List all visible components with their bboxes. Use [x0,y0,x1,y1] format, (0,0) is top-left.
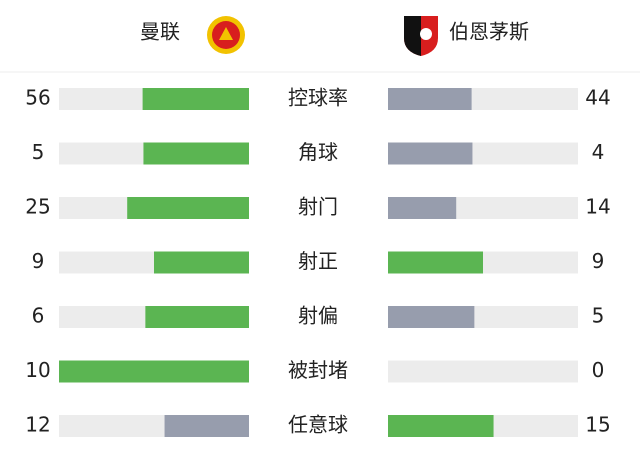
stat-label: 角球 [298,140,338,164]
home-value: 25 [25,195,50,219]
home-value: 56 [25,86,50,110]
away-logo [404,16,438,56]
away-value: 44 [585,86,610,110]
stat-label: 射门 [298,195,338,219]
stat-label: 射偏 [298,304,338,328]
away-value: 0 [592,358,605,382]
away-team-name: 伯恩茅斯 [449,20,529,44]
stat-label: 任意球 [288,413,348,437]
logo-stripe [404,16,421,56]
stat-label: 被封堵 [288,358,348,382]
home-bar [59,360,249,383]
away-value: 4 [592,140,605,164]
home-bar [143,142,249,165]
away-bar [388,306,475,328]
away-bar [388,415,494,437]
home-value: 12 [25,413,50,437]
logo-ball [420,28,432,40]
stat-label: 控球率 [288,86,348,110]
home-value: 6 [32,304,45,328]
home-bar [127,197,249,219]
home-value: 10 [25,358,50,382]
away-bar [388,251,483,274]
home-logo [207,16,245,54]
home-bar [154,251,249,274]
stat-label: 射正 [298,249,338,273]
logo-emblem [219,27,233,40]
away-value: 9 [592,249,605,273]
away-value: 15 [585,413,610,437]
home-value: 9 [32,249,45,273]
away-track [388,360,578,383]
away-bar [388,88,472,110]
away-value: 14 [585,195,610,219]
home-team-name: 曼联 [140,20,180,44]
home-bar [164,415,249,437]
home-value: 5 [32,140,45,164]
away-bar [388,197,457,219]
away-value: 5 [592,304,605,328]
away-bar [388,142,473,165]
home-bar [145,306,249,328]
home-bar [142,88,249,110]
